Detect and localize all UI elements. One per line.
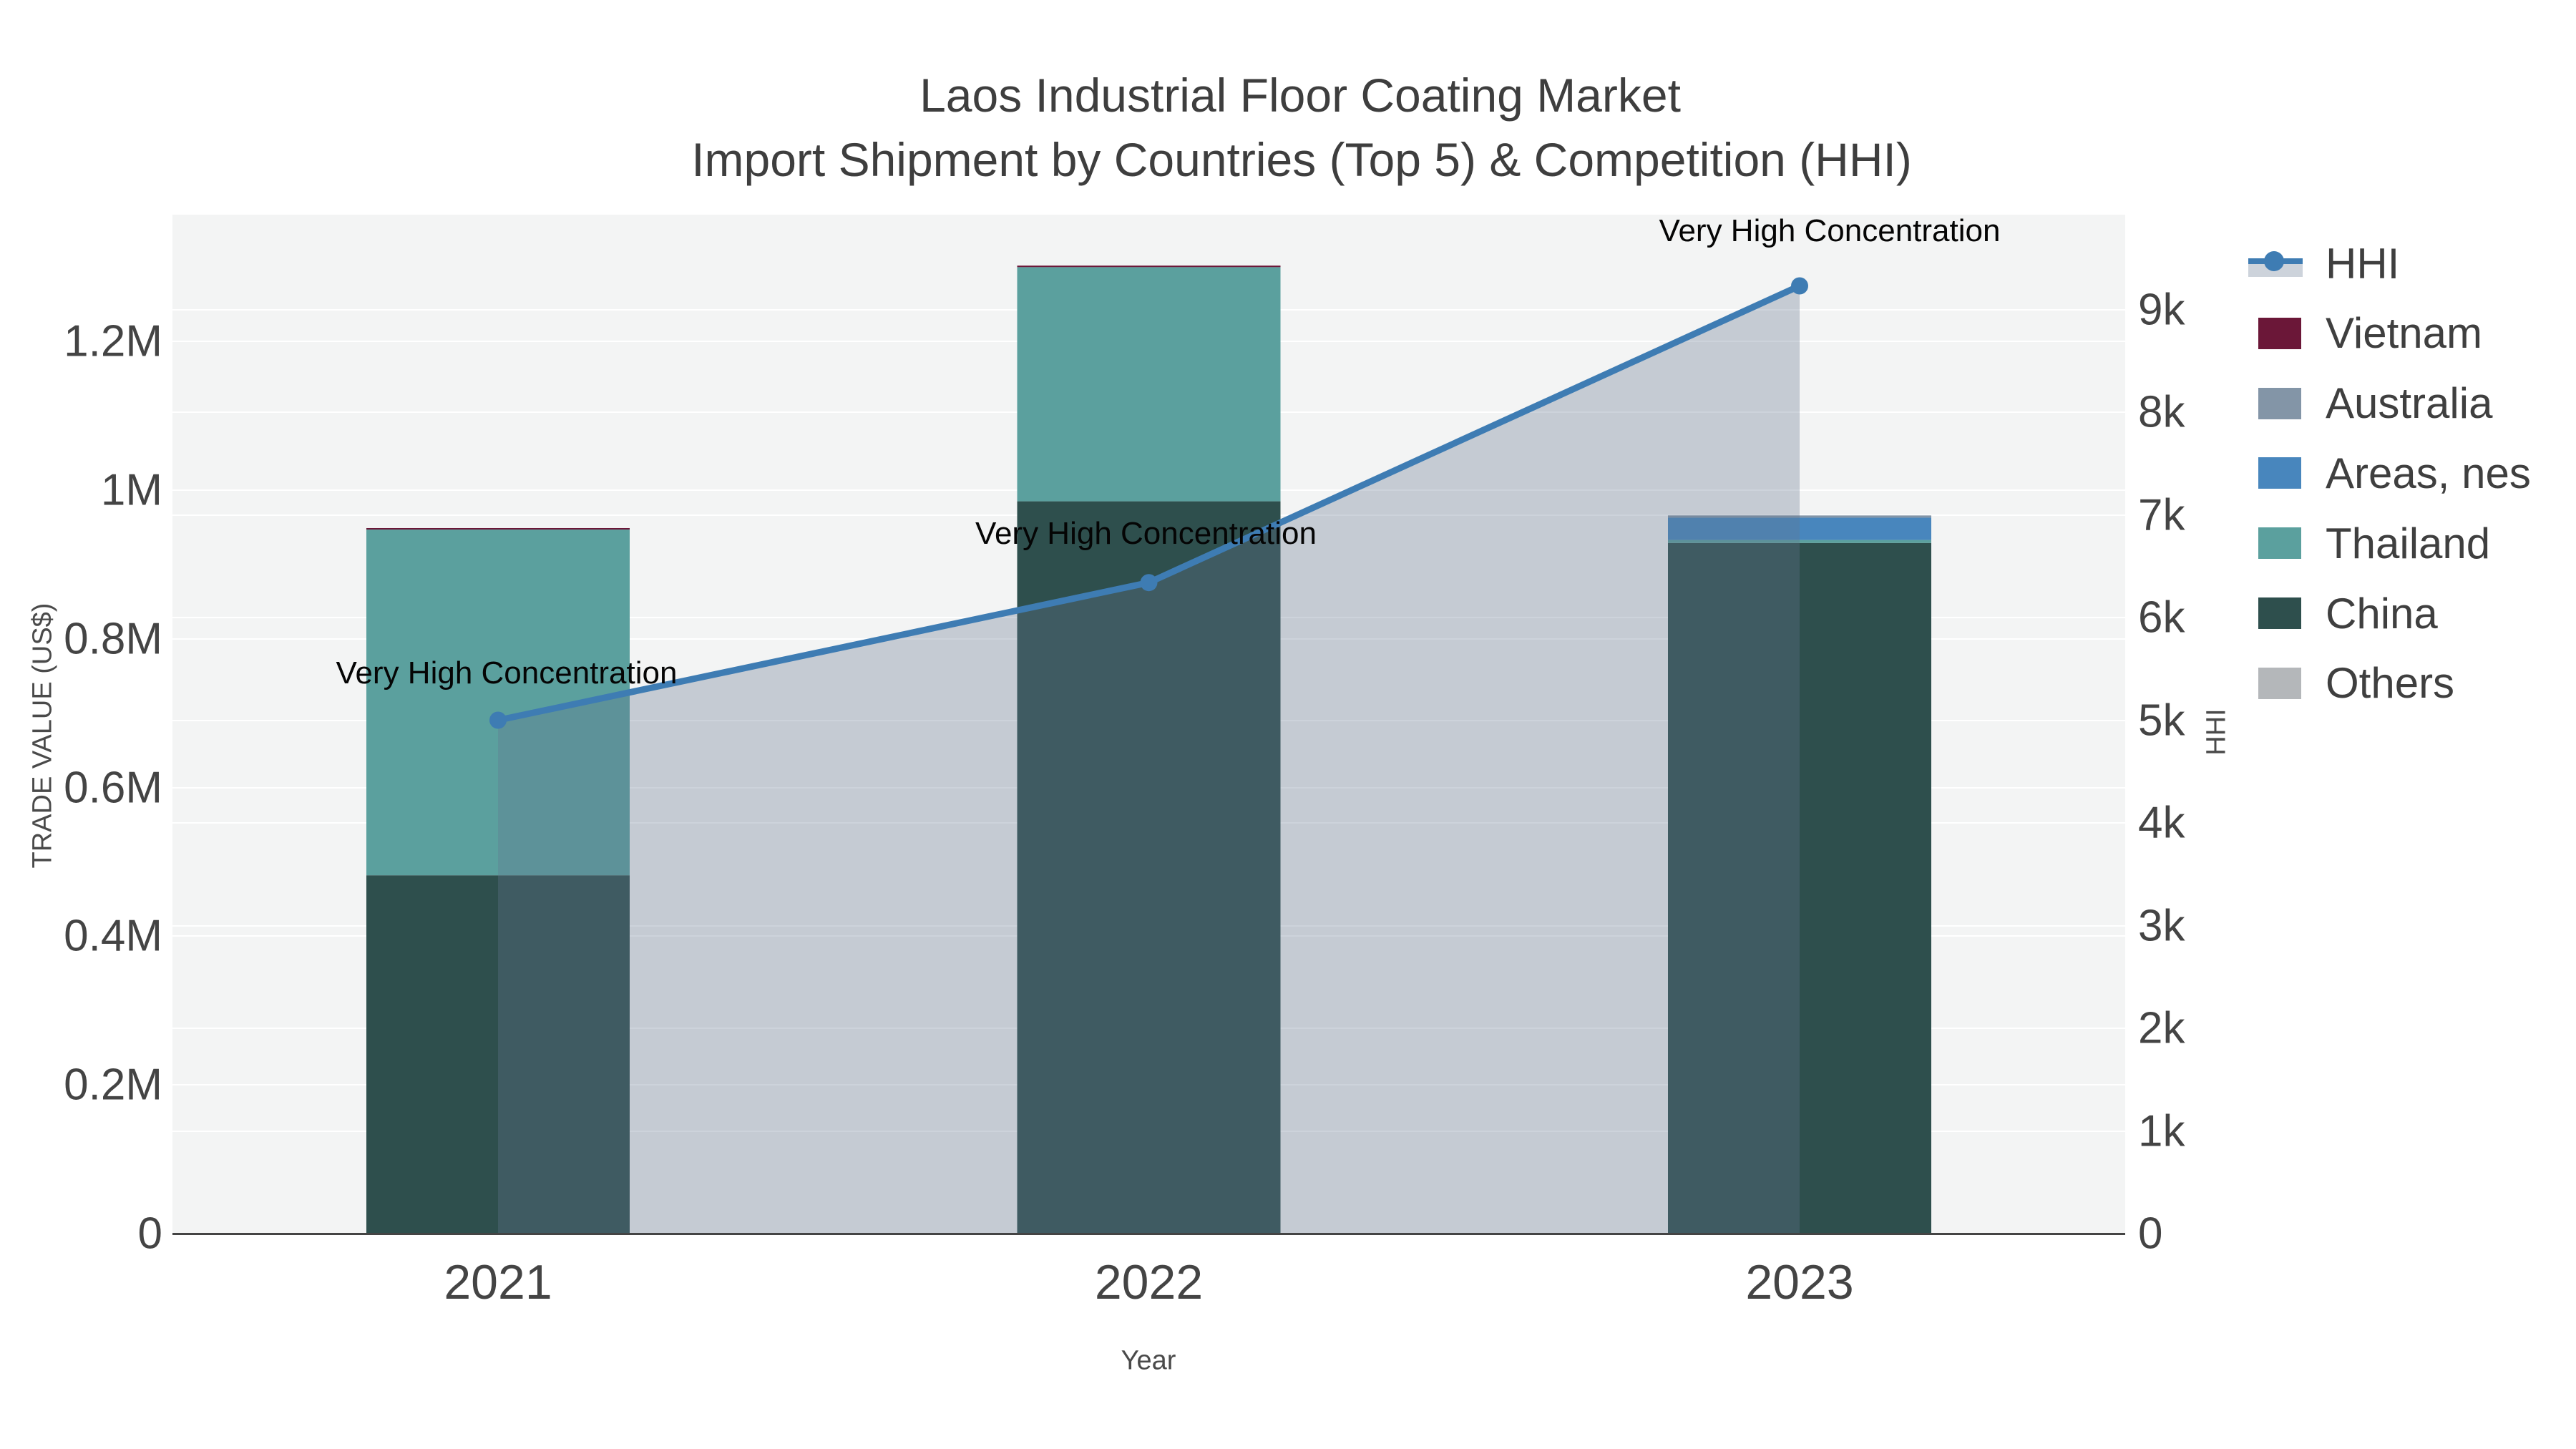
y-right-tick-8k: 8k (2138, 387, 2185, 437)
y-left-tick-0.4M: 0.4M (64, 911, 162, 961)
y-right-tick-5k: 5k (2138, 696, 2185, 745)
legend-label: Vietnam (2326, 309, 2483, 358)
legend-swatch-vietnam (2258, 317, 2301, 349)
hhi-line-legend-symbol (2248, 243, 2303, 284)
legend-swatch-australia (2258, 387, 2301, 419)
x-axis-zero-line (172, 1233, 2125, 1235)
y-left-tick-0: 0 (137, 1209, 162, 1259)
y-right-tick-3k: 3k (2138, 901, 2185, 950)
legend-label: Thailand (2326, 519, 2491, 567)
x-tick-2022: 2022 (1094, 1255, 1204, 1309)
legend-item-thailand[interactable]: Thailand (2248, 517, 2490, 569)
chart-title-line1: Laos Industrial Floor Coating Market (919, 69, 1681, 122)
bar-segment-china-2023[interactable] (1668, 542, 1931, 1234)
y-left-tick-1M: 1M (100, 465, 162, 515)
y-right-tick-4k: 4k (2138, 798, 2185, 848)
bar-segment-china-2021[interactable] (366, 875, 630, 1234)
annotation-2021: Very High Concentration (336, 655, 678, 691)
legend-item-areas-nes[interactable]: Areas, nes (2248, 447, 2531, 499)
x-tick-2021: 2021 (444, 1255, 552, 1309)
hhi-point-2022[interactable] (1140, 574, 1158, 592)
y-right-tick-0: 0 (2138, 1209, 2163, 1259)
y-right-tick-1k: 1k (2138, 1106, 2185, 1156)
y-right-tick-6k: 6k (2138, 592, 2185, 643)
legend-swatch-others (2258, 667, 2301, 699)
y-left-tick-0.8M: 0.8M (64, 614, 162, 664)
hhi-point-2021[interactable] (489, 711, 507, 729)
bar-segment-vietnam-2022[interactable] (1017, 265, 1281, 268)
y-right-tick-9k: 9k (2138, 285, 2185, 334)
bar-segment-china-2022[interactable] (1017, 501, 1281, 1234)
annotation-2022: Very High Concentration (975, 516, 1317, 552)
legend-label: HHI (2326, 239, 2400, 288)
legend-swatch-thailand (2258, 527, 2301, 560)
legend-item-vietnam[interactable]: Vietnam (2248, 308, 2482, 359)
bar-segment-thailand-2022[interactable] (1017, 267, 1281, 502)
y-left-tick-0.2M: 0.2M (64, 1060, 162, 1110)
chart-title-line2: Import Shipment by Countries (Top 5) & C… (691, 133, 1912, 186)
hhi-marker-dot (2264, 251, 2284, 271)
bar-segment-thailand-2023[interactable] (1668, 540, 1931, 543)
bar-segment-areas-nes-2023[interactable] (1668, 517, 1931, 540)
y-left-tick-1.2M: 1.2M (64, 316, 162, 366)
x-axis-title: Year (1121, 1345, 1176, 1376)
legend-label: Others (2326, 659, 2455, 708)
legend-label: Australia (2326, 379, 2493, 428)
legend-swatch-china (2258, 597, 2301, 629)
y-left-axis-title: TRADE VALUE (US$) (27, 602, 58, 869)
y-right-axis-title: HHI (2201, 708, 2232, 756)
legend-label: China (2326, 589, 2438, 638)
legend-label: Areas, nes (2326, 449, 2531, 497)
y-right-tick-2k: 2k (2138, 1003, 2185, 1053)
bar-segment-vietnam-2021[interactable] (366, 527, 630, 530)
legend-item-australia[interactable]: Australia (2248, 378, 2492, 429)
annotation-2023: Very High Concentration (1659, 213, 2001, 249)
legend-item-others[interactable]: Others (2248, 658, 2454, 709)
plot-canvas (366, 265, 1931, 1234)
legend-item-hhi[interactable]: HHI (2248, 238, 2399, 289)
hhi-area-fill (498, 286, 1800, 1234)
legend-item-china[interactable]: China (2248, 587, 2438, 639)
hhi-point-2023[interactable] (1791, 277, 1808, 295)
y-left-tick-0.6M: 0.6M (64, 763, 162, 813)
bar-segment-australia-2023[interactable] (1668, 515, 1931, 518)
x-tick-2023: 2023 (1745, 1255, 1854, 1309)
legend-swatch-areas-nes (2258, 457, 2301, 489)
y-right-tick-7k: 7k (2138, 490, 2185, 540)
